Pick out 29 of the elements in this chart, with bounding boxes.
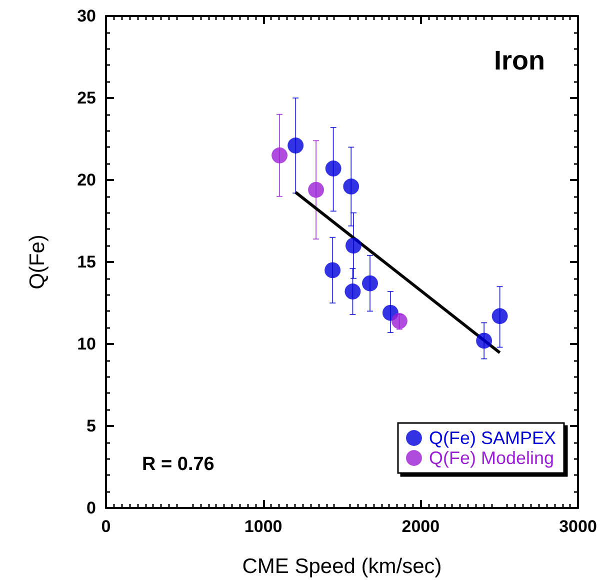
x-tick-label: 1000 — [244, 517, 282, 536]
y-tick-label: 10 — [77, 334, 96, 354]
y-tick-label: 20 — [77, 170, 96, 190]
y-tick-label: 30 — [77, 6, 96, 26]
point — [346, 238, 362, 254]
x-tick-label: 2000 — [402, 517, 440, 536]
annotation: R = 0.76 — [142, 454, 214, 475]
point — [343, 178, 360, 195]
y-axis-title: Q(Fe) — [26, 234, 49, 290]
point — [272, 147, 288, 164]
point — [288, 138, 304, 154]
y-tick-label: 15 — [77, 252, 96, 272]
point — [362, 275, 378, 292]
point — [308, 182, 324, 198]
legend-label: Q(Fe) Modeling — [428, 448, 554, 468]
legend-label: Q(Fe) SAMPEX — [428, 428, 556, 448]
point — [492, 308, 508, 324]
point — [324, 262, 341, 278]
y-tick-label: 5 — [86, 416, 96, 436]
point — [325, 160, 342, 177]
y-tick-label: 25 — [77, 88, 96, 108]
x-tick-label: 0 — [101, 517, 111, 536]
point — [476, 332, 492, 349]
text: Iron — [494, 46, 546, 76]
x-axis-title: CME Speed (km/sec) — [242, 555, 442, 578]
point — [344, 284, 361, 300]
x-tick-label: 3000 — [559, 517, 597, 536]
point — [391, 313, 408, 330]
y-tick-label: 0 — [86, 498, 96, 518]
